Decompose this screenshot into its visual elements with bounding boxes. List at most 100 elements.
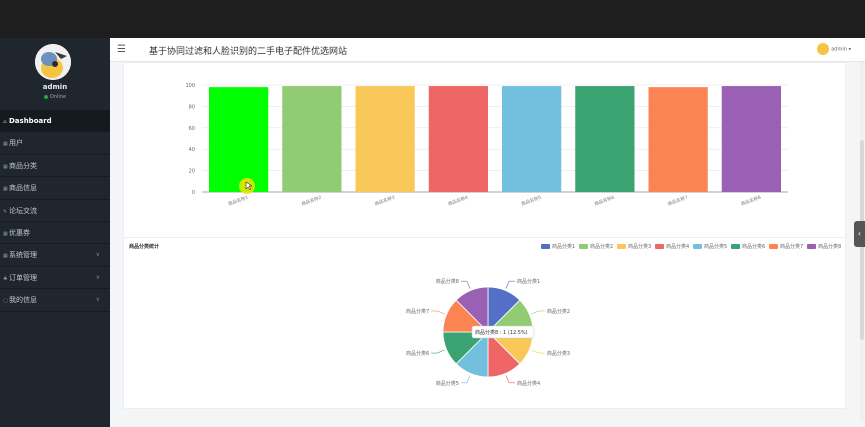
x-tick-label: 商品名称4 <box>447 194 469 208</box>
chevron-down-icon: ∨ <box>95 273 100 281</box>
legend-item-3[interactable]: 商品分类3 <box>617 243 651 250</box>
x-tick-label: 商品名称2 <box>300 194 322 208</box>
online-status: Online <box>0 94 110 100</box>
bar-3[interactable] <box>355 86 415 192</box>
sidebar-item-label: Dashboard <box>9 117 52 125</box>
side-collapse-handle[interactable]: ‹ <box>854 221 865 247</box>
legend-item-6[interactable]: 商品分类6 <box>731 243 765 250</box>
online-status-label: Online <box>49 94 67 100</box>
legend-swatch <box>655 244 664 249</box>
legend-item-1[interactable]: 商品分类1 <box>541 243 575 250</box>
legend-swatch <box>617 244 626 249</box>
pie-slice-label: 商品分类2 <box>547 308 570 315</box>
sidebar-item-4[interactable]: ▦商品信息 <box>0 177 110 200</box>
bar-6[interactable] <box>575 86 635 192</box>
sidebar-item-1[interactable]: ⌂ Dashboard <box>0 110 110 133</box>
sidebar-item-label: 用户 <box>9 139 23 148</box>
x-tick-label: 商品名称6 <box>593 194 615 208</box>
sidebar-item-3[interactable]: ▦商品分类 <box>0 155 110 178</box>
y-tick-label: 40 <box>189 147 195 153</box>
sidebar-item-2[interactable]: ▦用户 <box>0 132 110 155</box>
y-tick-label: 60 <box>189 126 195 132</box>
table-icon: ▦ <box>3 163 8 170</box>
chevron-down-icon: ∨ <box>95 251 100 259</box>
y-tick-label: 80 <box>189 104 195 110</box>
pie-slice-label: 商品分类7 <box>406 308 429 315</box>
sidebar-item-label: 论坛交流 <box>9 206 37 215</box>
pie-label-line <box>531 349 545 354</box>
pie-label-line <box>505 280 516 289</box>
sidebar-item-label: 商品信息 <box>9 184 37 193</box>
table-icon: ▦ <box>3 230 8 237</box>
legend-swatch <box>731 244 740 249</box>
sidebar-item-label: 系统管理 <box>9 251 37 260</box>
legend-swatch <box>769 244 778 249</box>
legend-label: 商品分类3 <box>628 244 652 250</box>
sidebar-item-label: 商品分类 <box>9 161 37 170</box>
pie-slice-label: 商品分类6 <box>406 350 429 357</box>
main-content: ☰ 基于协同过滤和人脸识别的二手电子配件优选网站 admin ▾ 0 20 40 60… <box>110 38 865 427</box>
sidebar: admin Online ⌂ Dashboard ▦用户 ▦商品分类 ▦商品信息 ✎ 论坛交… <box>0 38 110 427</box>
legend-item-5[interactable]: 商品分类5 <box>693 243 727 250</box>
pie-label-line <box>431 349 445 354</box>
sidebar-item-6[interactable]: ▦优惠券 <box>0 222 110 245</box>
table-icon: ▦ <box>3 186 8 193</box>
file-icon: ▢ <box>3 298 8 305</box>
pie-slice-label: 商品分类1 <box>517 278 540 285</box>
sidebar-item-label: 我的信息 <box>9 296 37 305</box>
pie-chart-title: 商品分类统计 <box>129 244 160 250</box>
x-tick-label: 商品名称5 <box>520 194 542 208</box>
site-title: 基于协同过滤和人脸识别的二手电子配件优选网站 <box>149 47 348 57</box>
pie-slice-label: 商品分类8 <box>436 278 459 285</box>
chevron-down-icon: ∨ <box>95 296 100 304</box>
table-icon: ▦ <box>3 141 8 148</box>
sidebar-item-9[interactable]: ▢我的信息 ∨ <box>0 289 110 312</box>
x-tick-label: 商品名称1 <box>227 194 249 208</box>
pie-chart-panel: 商品分类统计 商品分类1 商品分类2 商品分类3 商品分类4 商品分类5 商品分类6 商品分… <box>123 237 846 409</box>
sidebar-username: admin <box>42 83 68 91</box>
tooltip-box <box>471 325 535 339</box>
pie-chart: 商品分类1 商品分类2 商品分类3 商品分类4 商品分类5 商品分类6 商品分类7 商品分类8… <box>406 278 570 387</box>
bar-7[interactable] <box>648 87 708 192</box>
pie-label-line <box>505 375 516 384</box>
sidebar-item-label: 优惠券 <box>9 228 30 237</box>
avatar-image <box>35 44 71 80</box>
bar-2[interactable] <box>282 86 342 192</box>
browser-top-bar <box>0 0 865 38</box>
menu-toggle-icon[interactable]: ☰ <box>117 44 126 55</box>
sidebar-item-8[interactable]: ♣ 订单管理 ∨ <box>0 267 110 290</box>
avatar[interactable] <box>35 44 71 80</box>
wrench-icon: ✎ <box>3 208 8 215</box>
legend-item-7[interactable]: 商品分类7 <box>769 243 803 250</box>
pie-label-line <box>431 310 445 315</box>
mouse-pointer-icon <box>245 181 253 191</box>
user-dropdown[interactable]: admin ▾ <box>817 43 851 55</box>
legend-swatch <box>807 244 816 249</box>
legend-swatch <box>541 244 550 249</box>
bar-4[interactable] <box>428 86 488 192</box>
sidebar-item-label: 订单管理 <box>9 273 37 282</box>
legend-label: 商品分类8 <box>818 244 842 250</box>
sidebar-menu: ⌂ Dashboard ▦用户 ▦商品分类 ▦商品信息 ✎ 论坛交流 ▦优惠券 ▦系统管理 ∨ ♣ 订… <box>0 110 110 312</box>
tooltip-text: 商品分类8 : 1 (12.5%) <box>475 329 528 336</box>
y-tick-label: 20 <box>189 169 195 175</box>
pie-slice-label: 商品分类5 <box>436 380 459 387</box>
pie-label-line <box>460 280 471 289</box>
bar-8[interactable] <box>721 86 781 192</box>
table-icon: ▦ <box>3 253 8 260</box>
x-tick-label: 商品名称7 <box>667 194 689 208</box>
legend-item-8[interactable]: 商品分类8 <box>807 243 841 250</box>
y-tick-label: 0 <box>192 190 195 196</box>
pie-slice-8[interactable] <box>455 286 489 333</box>
user-avatar-icon <box>817 43 830 55</box>
legend-item-2[interactable]: 商品分类2 <box>579 243 613 250</box>
bar-1[interactable] <box>209 87 269 192</box>
x-tick-label: 商品名称8 <box>740 194 762 208</box>
y-tick-label: 100 <box>185 83 195 89</box>
legend-item-4[interactable]: 商品分类4 <box>655 243 689 250</box>
top-navbar: ☰ 基于协同过滤和人脸识别的二手电子配件优选网站 admin ▾ <box>110 38 865 62</box>
sidebar-item-7[interactable]: ▦系统管理 ∨ <box>0 244 110 267</box>
bar-5[interactable] <box>502 86 562 192</box>
pie-label-line <box>531 310 545 315</box>
sidebar-item-5[interactable]: ✎ 论坛交流 <box>0 200 110 222</box>
